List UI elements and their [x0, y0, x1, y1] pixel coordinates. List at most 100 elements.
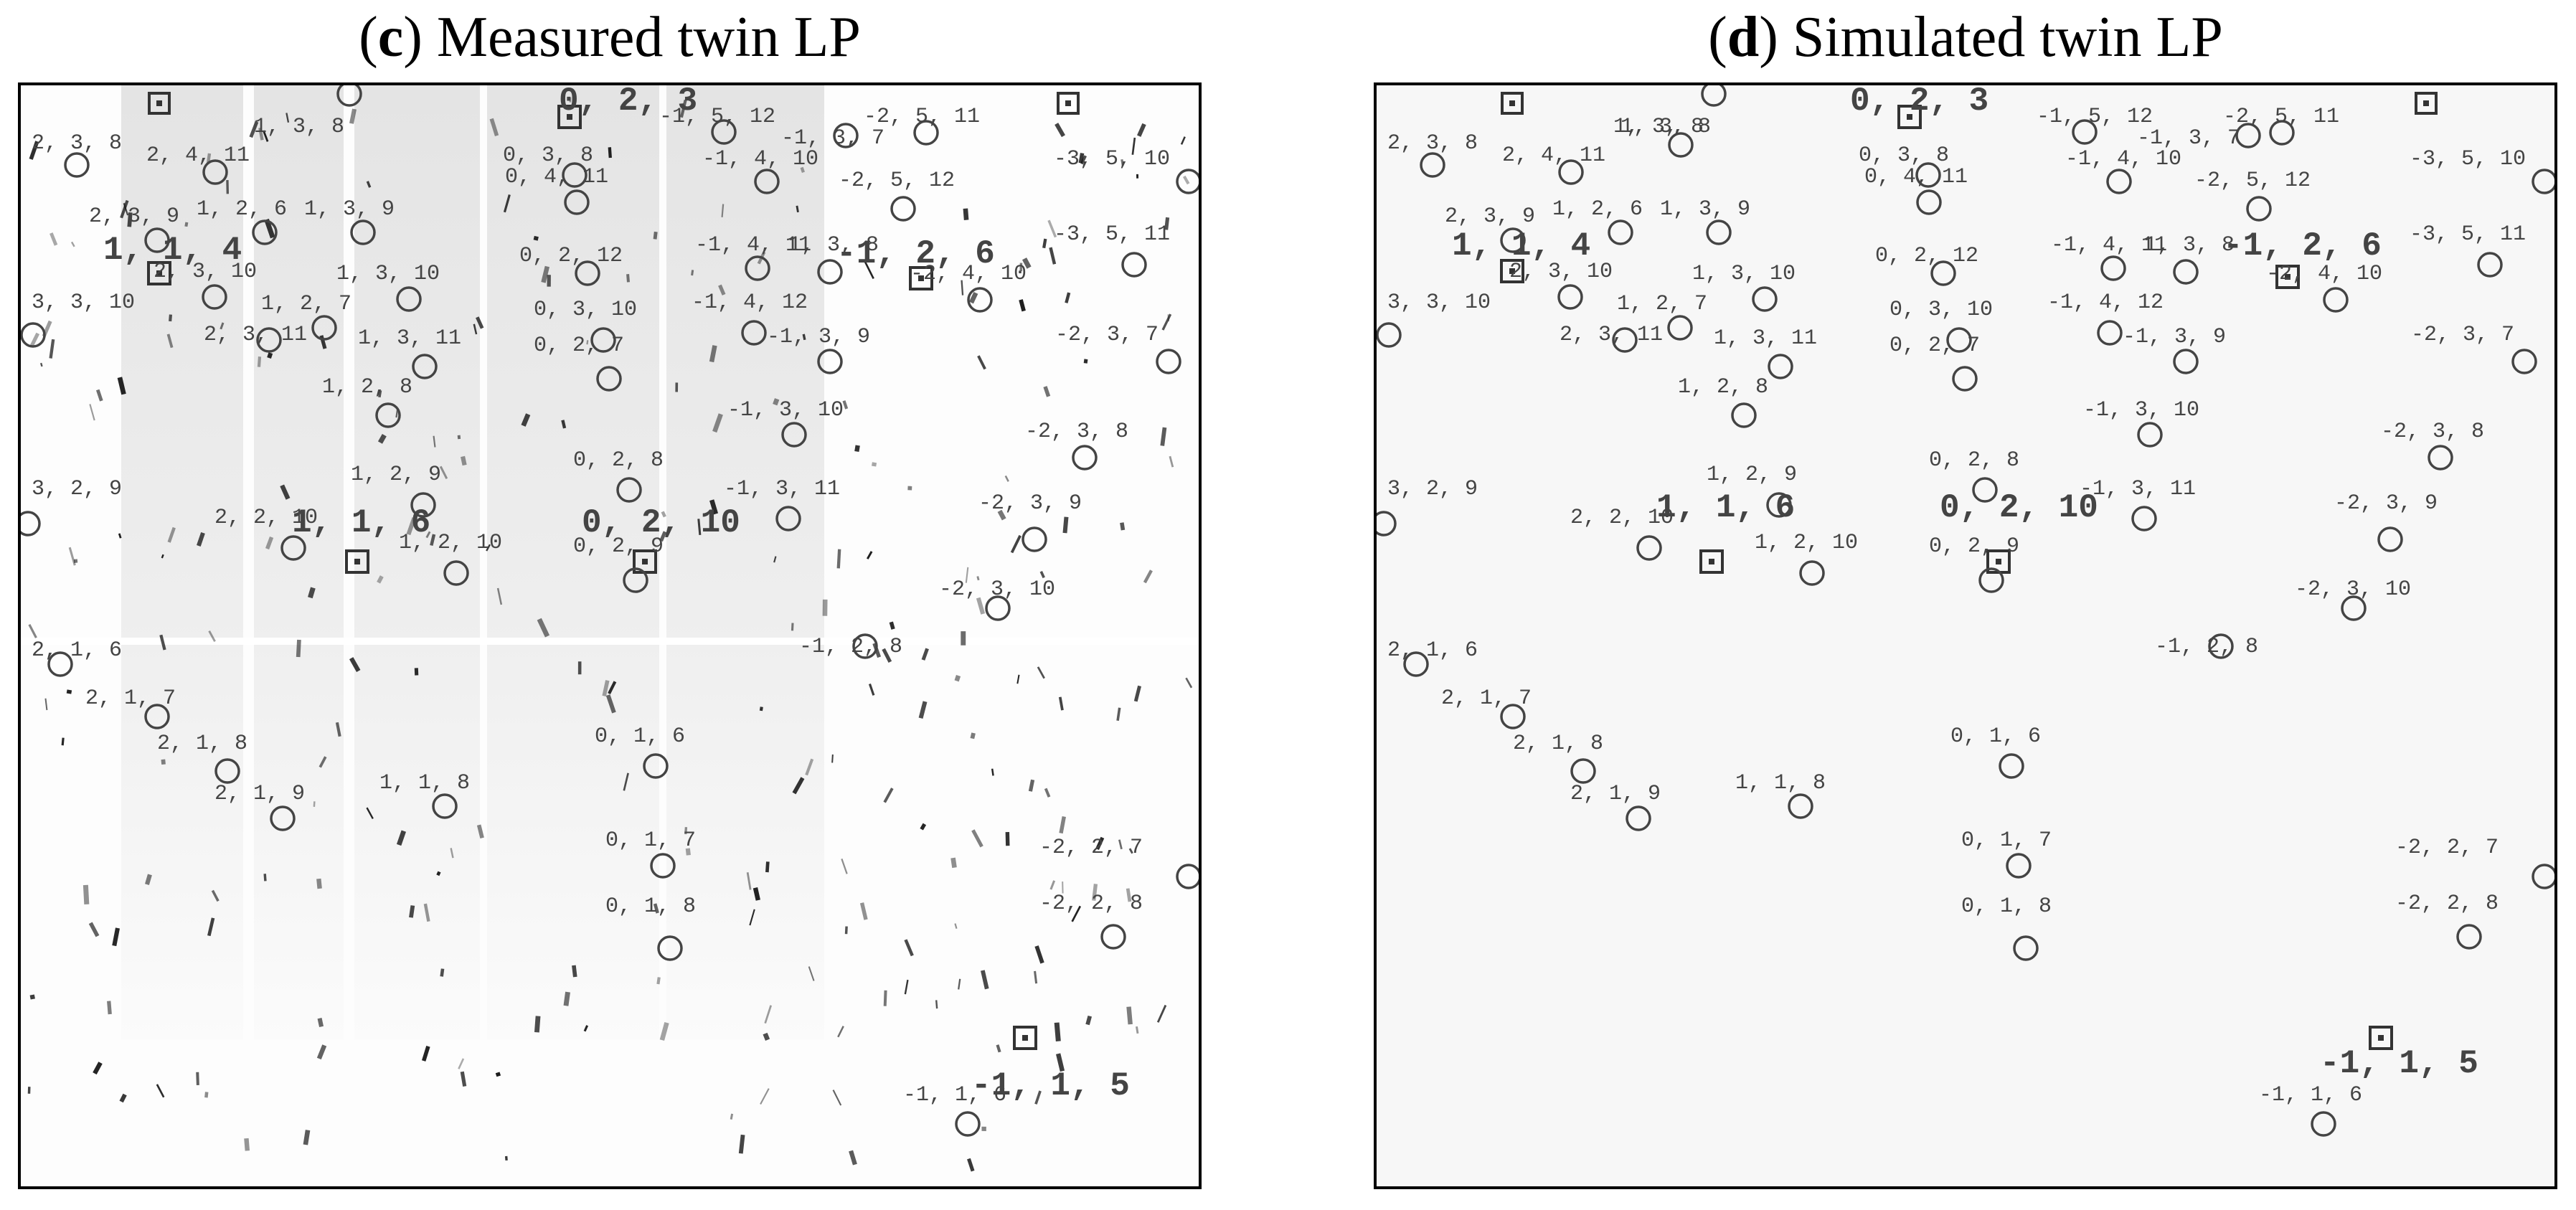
- spot-label: 1, 1, 6: [292, 504, 430, 542]
- streak: [156, 1084, 165, 1098]
- spot-label: 3, 3, 10: [1387, 290, 1491, 315]
- streak: [107, 1001, 112, 1015]
- circle-marker: [1420, 152, 1445, 178]
- circle-marker: [1667, 315, 1693, 341]
- streak: [659, 531, 667, 542]
- streak: [439, 465, 448, 479]
- streak: [773, 398, 780, 406]
- streak: [626, 274, 630, 283]
- streak: [458, 1058, 465, 1069]
- spot-label: -1, 1, 6: [903, 1083, 1006, 1107]
- spot-label: 0, 1, 8: [1961, 894, 2052, 919]
- spot-center: [156, 100, 162, 106]
- spot-label: 1, 3, 8: [1620, 115, 1711, 139]
- streak: [854, 445, 860, 452]
- spot-center: [1509, 100, 1515, 106]
- square-marker: [1501, 92, 1524, 115]
- circle-marker: [2532, 169, 2554, 194]
- streak: [577, 661, 582, 675]
- spot-center: [1509, 268, 1515, 274]
- streak: [1128, 848, 1133, 854]
- streak: [70, 241, 75, 247]
- spot-label: 1, 3, 9: [304, 197, 395, 222]
- square-marker: [2369, 1026, 2393, 1050]
- detector-tile: [121, 85, 243, 1039]
- streak: [39, 362, 43, 367]
- circle-marker: [2173, 259, 2199, 285]
- circle-marker: [144, 227, 170, 253]
- streak: [730, 1113, 734, 1120]
- streak: [211, 889, 220, 902]
- spot-label: 2, 1, 9: [214, 782, 305, 806]
- detector-tile: [487, 85, 659, 1039]
- streak: [313, 801, 316, 807]
- streak: [1042, 238, 1047, 249]
- streak: [547, 275, 551, 287]
- circle-marker: [1570, 758, 1596, 784]
- circle-marker: [1766, 492, 1792, 518]
- streak: [572, 965, 577, 978]
- spot-label: -1, 3, 10: [2083, 398, 2199, 422]
- indexed-spots-c: 0, 2, 3 1, 1, 4 -1, 2, 6 1, 1, 6 0, 2, 10 -1,…: [21, 85, 1199, 1137]
- streak: [264, 218, 275, 239]
- circle-marker: [350, 219, 376, 245]
- circle-marker: [2456, 924, 2482, 950]
- streak: [119, 1093, 127, 1103]
- streak: [1131, 137, 1136, 155]
- streak: [1182, 175, 1190, 185]
- spot-label: 1, 2, 10: [1755, 531, 1858, 555]
- streak: [965, 567, 969, 583]
- spot-label: 0, 1, 7: [1961, 828, 2052, 853]
- square-marker: [1897, 105, 1922, 129]
- streak: [763, 1032, 770, 1041]
- streak: [450, 848, 454, 859]
- streak: [258, 127, 264, 141]
- spot-label: -2, 2, 7: [1039, 836, 1143, 860]
- streak: [991, 768, 994, 776]
- spot-label: -2, 5, 11: [864, 105, 980, 129]
- streak: [836, 549, 841, 569]
- streak: [263, 874, 267, 881]
- streak: [457, 435, 461, 440]
- streak: [684, 827, 688, 835]
- circle-marker: [2097, 320, 2123, 346]
- circle-marker: [2323, 287, 2349, 313]
- circle-marker: [1156, 349, 1181, 374]
- spot-label: -1, 5, 12: [2037, 105, 2153, 129]
- circle-marker: [443, 560, 469, 586]
- streak: [977, 355, 986, 370]
- streak: [1034, 970, 1038, 984]
- streak: [1156, 1004, 1167, 1023]
- streak: [1065, 292, 1071, 303]
- streak: [997, 509, 1006, 521]
- spot-label: 1, 1, 8: [379, 771, 470, 795]
- streak: [303, 1130, 311, 1145]
- spot-label: 0, 2, 8: [1929, 448, 2019, 473]
- spot-label: 0, 3, 8: [1859, 143, 1949, 168]
- circle-marker: [1752, 286, 1778, 312]
- spot-label: 2, 3, 8: [32, 131, 122, 156]
- streak: [759, 706, 763, 712]
- spot-center: [2423, 100, 2429, 106]
- streak: [961, 631, 966, 646]
- circle-marker: [47, 651, 73, 677]
- streak: [196, 1072, 199, 1085]
- streak: [425, 531, 431, 539]
- streak: [746, 872, 752, 890]
- square-marker: [345, 549, 369, 574]
- streak: [841, 859, 848, 874]
- streak: [29, 994, 35, 1000]
- streak: [82, 884, 90, 904]
- spot-label: 0, 2, 3: [559, 85, 697, 120]
- streak: [1164, 217, 1170, 230]
- circle-marker: [202, 284, 227, 310]
- streak: [831, 754, 834, 763]
- streak: [954, 923, 958, 930]
- spot-label: 1, 2, 9: [351, 463, 441, 487]
- spot-label: 2, 3, 9: [89, 204, 179, 229]
- spot-label: 0, 1, 6: [595, 724, 685, 749]
- streak: [319, 756, 327, 768]
- streak: [161, 554, 164, 559]
- simulated-laue-pattern: 0, 2, 3 1, 1, 4 -1, 2, 6 1, 1, 6 0, 2, 10 -1,…: [1374, 82, 2557, 1189]
- streak: [349, 108, 357, 124]
